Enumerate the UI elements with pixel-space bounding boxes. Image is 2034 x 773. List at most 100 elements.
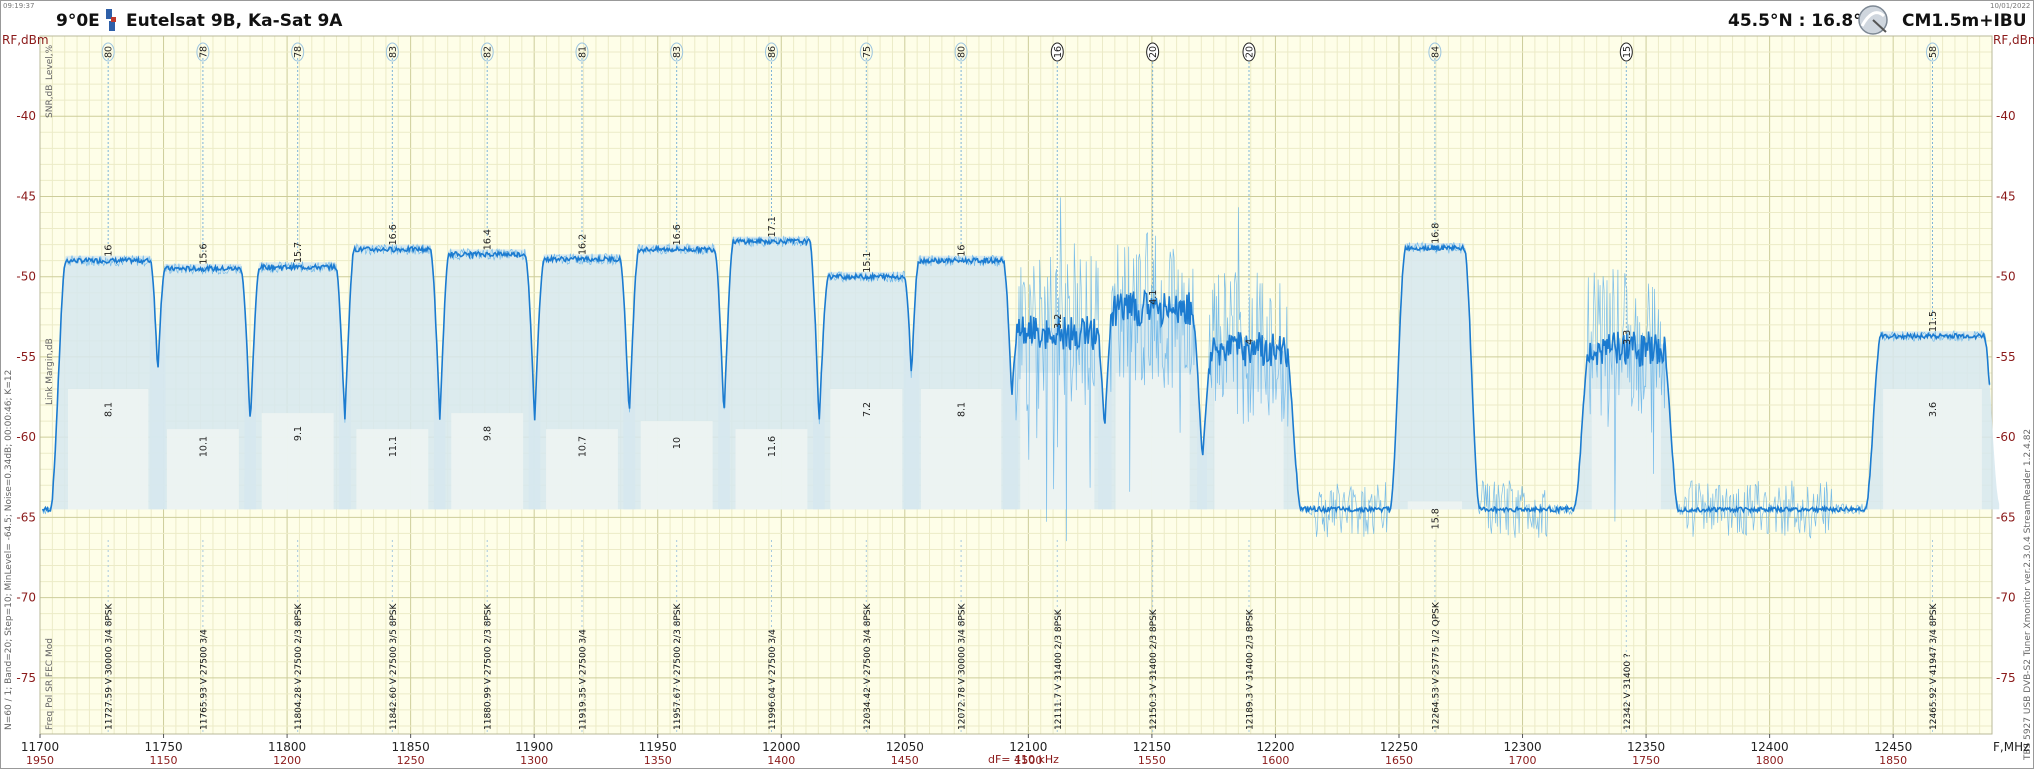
- snr-value: 16.4: [483, 229, 494, 250]
- x-tick-label: 12100: [1009, 740, 1047, 754]
- link-margin-value: 3.6: [1928, 402, 1939, 417]
- link-margin-value: 10.1: [198, 436, 209, 457]
- level-unit: Level,%: [45, 44, 55, 80]
- snr-value: 16.8: [1430, 223, 1441, 244]
- level-value: 78: [293, 46, 304, 58]
- y-tick-label-right: -45: [1996, 189, 2016, 203]
- if-tick-label: 1200: [273, 754, 301, 767]
- level-value: 15: [1622, 46, 1633, 58]
- transponder-label: 11996.04 V 27500 3/4: [768, 629, 778, 730]
- level-value: 20: [1245, 46, 1256, 58]
- df-label: dF= 410 kHz: [988, 753, 1059, 766]
- margin-band: [1214, 389, 1284, 510]
- snr-value: 16: [957, 245, 968, 257]
- transponder-label: 12072.78 V 30000 3/4 8PSK: [958, 602, 968, 730]
- x-tick-label: 11950: [639, 740, 677, 754]
- if-tick-label: 1650: [1385, 754, 1413, 767]
- margin-band: [451, 413, 524, 510]
- link-margin-value: 8.1: [957, 402, 968, 417]
- x-tick-label: 11700: [21, 740, 59, 754]
- level-value: 84: [1430, 46, 1441, 58]
- scan-stats: N=60 / 1; Band=20; Step=10; MinLevel= -6…: [4, 370, 14, 730]
- level-badge: [1428, 42, 1442, 62]
- if-tick-label: 1700: [1509, 754, 1537, 767]
- y-tick-label-right: -50: [1996, 270, 2016, 284]
- dish-icon: [1858, 5, 1888, 35]
- margin-band: [920, 389, 1002, 510]
- link-margin-value: 8.1: [104, 402, 115, 417]
- x-tick-label: 11850: [392, 740, 430, 754]
- if-tick-label: 1450: [891, 754, 919, 767]
- snr-value: 4: [1245, 339, 1256, 345]
- y-tick-label-left: -50: [16, 270, 36, 284]
- if-tick-label: 1400: [767, 754, 795, 767]
- snr-value: 17.1: [767, 216, 778, 237]
- snr-value: 15.7: [293, 242, 304, 263]
- transponder-annotations: 80 16 8.1 11727.59 V 30000 3/4 8PSK 78 15.6 10…: [101, 42, 1940, 734]
- y-tick-label-right: -60: [1996, 430, 2016, 444]
- transponder-label: 11957.67 V 27500 2/3 8PSK: [673, 602, 683, 730]
- level-value: 83: [672, 46, 683, 58]
- margin-band: [546, 429, 618, 510]
- margin-band: [261, 413, 334, 510]
- satellite-icon: [106, 9, 116, 31]
- snr-value: 11.5: [1928, 311, 1939, 332]
- margin-band: [640, 421, 713, 510]
- y-tick-label-right: -55: [1996, 350, 2016, 364]
- y-tick-label-left: -70: [16, 591, 36, 605]
- y-tick-label-left: -55: [16, 350, 36, 364]
- level-badge: [196, 42, 210, 62]
- y-tick-label-left: -45: [16, 189, 36, 203]
- x-tick-label: 12000: [762, 740, 800, 754]
- if-tick-label: 1350: [644, 754, 672, 767]
- level-value: 75: [862, 46, 873, 58]
- level-value: 58: [1928, 46, 1939, 58]
- level-badge: [1050, 42, 1064, 62]
- link-margin-value: 11.6: [767, 436, 778, 457]
- margin-band: [735, 429, 808, 510]
- if-tick-label: 1600: [1261, 754, 1289, 767]
- column-legend: Freq Pol SR FEC Mod: [45, 638, 55, 730]
- margin-band: [830, 389, 903, 510]
- y-tick-label-left: -75: [16, 671, 36, 685]
- axis-ticks: -40 -40 -45 -45 -50 -50 -55 -55 -60 -60 -65 -65 -70 -…: [16, 109, 2015, 767]
- level-badge: [480, 42, 494, 62]
- level-badge: [859, 42, 873, 62]
- level-badge: [954, 42, 968, 62]
- transponder-label: 12465.92 V 41947 3/4 8PSK: [1929, 602, 1939, 730]
- snr-value: 15.1: [862, 252, 873, 273]
- margin-band: [68, 389, 149, 510]
- transponder-label: 11919.35 V 27500 3/4: [578, 629, 588, 730]
- x-tick-label: 12150: [1133, 740, 1171, 754]
- snr-value: 16.6: [672, 224, 683, 245]
- snr-value: 15.6: [198, 244, 209, 265]
- level-badge: [764, 42, 778, 62]
- if-tick-label: 1550: [1138, 754, 1166, 767]
- spectrum-trace-avg: [41, 236, 1991, 515]
- transponder-label: 12264.53 V 25775 1/2 QPSK: [1431, 601, 1441, 730]
- snr-value: 16.2: [577, 234, 588, 255]
- level-value: 80: [957, 46, 968, 58]
- x-tick-label: 12300: [1503, 740, 1541, 754]
- level-badge: [1926, 42, 1940, 62]
- level-badge: [670, 42, 684, 62]
- x-tick-label: 11800: [268, 740, 306, 754]
- level-badge: [575, 42, 589, 62]
- link-margin-value: 11.1: [388, 436, 399, 457]
- location: 45.5°N : 16.8°E: [1728, 11, 1873, 31]
- level-value: 83: [388, 46, 399, 58]
- antenna-name: CM1.5m+IBU: [1902, 11, 2027, 31]
- transponder-label: 12342 V 31400 ?: [1623, 653, 1633, 730]
- margin-band: [166, 429, 239, 510]
- x-tick-label: 12250: [1380, 740, 1418, 754]
- satellite-name: Eutelsat 9B, Ka-Sat 9A: [126, 11, 343, 31]
- x-tick-label: 11750: [144, 740, 182, 754]
- transponder-label: 11765.93 V 27500 3/4: [199, 629, 209, 730]
- transponder-label: 12150.3 V 31400 2/3 8PSK: [1149, 608, 1159, 730]
- snr-value: 16: [104, 245, 115, 257]
- transponder-label: 11727.59 V 30000 3/4 8PSK: [105, 602, 115, 730]
- if-tick-label: 1500: [1014, 754, 1042, 767]
- transponder-fill: [1390, 243, 1480, 510]
- margin-band: [1115, 372, 1190, 510]
- level-badge: [1242, 42, 1256, 62]
